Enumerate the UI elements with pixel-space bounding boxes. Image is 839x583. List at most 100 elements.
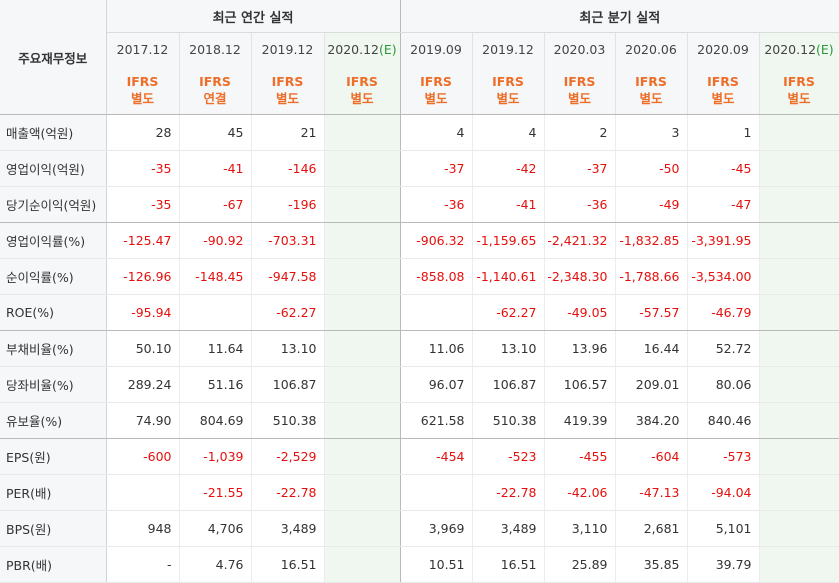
ifrs-label: IFRS <box>563 73 596 89</box>
table-cell: -90.92 <box>179 222 252 259</box>
table-cell: 5,101 <box>687 510 760 547</box>
table-cell <box>759 258 839 295</box>
period-header: 2017.12 <box>106 32 180 65</box>
table-cell: 209.01 <box>615 366 688 403</box>
table-cell <box>324 438 401 475</box>
table-cell: -21.55 <box>179 474 252 511</box>
ifrs-label: 별도 <box>787 90 811 106</box>
table-cell: -47.13 <box>615 474 688 511</box>
ifrs-label: 별도 <box>711 90 735 106</box>
ifrs-standard-header: IFRS 별도 <box>759 65 839 115</box>
table-cell: -50 <box>615 150 688 187</box>
ifrs-label: 별도 <box>350 90 374 106</box>
table-cell: -703.31 <box>251 222 325 259</box>
row-label: PER(배) <box>0 474 107 511</box>
table-cell: -35 <box>106 150 180 187</box>
table-row: EPS(원) -600 -1,039 -2,529 -454 -523 -455 -604 -5… <box>0 438 839 475</box>
row-label: 매출액(억원) <box>0 114 107 151</box>
table-cell: 106.57 <box>544 366 616 403</box>
ifrs-label: IFRS <box>126 73 159 89</box>
period-label: 2017.12 <box>116 41 169 57</box>
table-cell: 10.51 <box>400 546 473 583</box>
table-cell: 621.58 <box>400 402 473 439</box>
table-cell: 510.38 <box>472 402 545 439</box>
table-cell: -148.45 <box>179 258 252 295</box>
table-cell: 948 <box>106 510 180 547</box>
table-cell <box>324 222 401 259</box>
table-row: 당좌비율(%) 289.24 51.16 106.87 96.07 106.87 106.5… <box>0 366 839 403</box>
table-cell: -22.78 <box>472 474 545 511</box>
table-cell: 3,489 <box>472 510 545 547</box>
ifrs-label: IFRS <box>707 73 739 89</box>
table-cell: 3,489 <box>251 510 325 547</box>
period-label: 2018.12 <box>189 41 241 57</box>
table-cell: -604 <box>615 438 688 475</box>
ifrs-label: IFRS <box>783 73 815 89</box>
table-cell <box>324 546 401 583</box>
table-cell: 39.79 <box>687 546 760 583</box>
table-cell: -523 <box>472 438 545 475</box>
estimate-mark: (E) <box>816 41 834 57</box>
table-cell: -22.78 <box>251 474 325 511</box>
table-cell <box>759 186 839 223</box>
table-cell: 35.85 <box>615 546 688 583</box>
table-cell: -454 <box>400 438 473 475</box>
table-cell: 21 <box>251 114 325 151</box>
period-header: 2020.03 <box>544 32 616 65</box>
table-cell <box>759 510 839 547</box>
table-cell <box>324 510 401 547</box>
table-cell: -3,534.00 <box>687 258 760 295</box>
table-cell <box>759 294 839 331</box>
table-cell: 13.10 <box>251 330 325 367</box>
table-cell <box>400 294 473 331</box>
ifrs-label: IFRS <box>420 73 452 89</box>
ifrs-label: IFRS <box>199 73 231 89</box>
table-cell: 4 <box>400 114 473 151</box>
table-cell: 28 <box>106 114 180 151</box>
table-cell: -46.79 <box>687 294 760 331</box>
period-label: 2020.09 <box>697 41 749 57</box>
ifrs-label: 연결 <box>203 90 227 106</box>
row-label: ROE(%) <box>0 294 107 331</box>
corner-label: 주요재무정보 <box>0 0 107 115</box>
table-cell: 13.96 <box>544 330 616 367</box>
table-cell: 804.69 <box>179 402 252 439</box>
table-cell <box>179 294 252 331</box>
table-cell: -57.57 <box>615 294 688 331</box>
table-cell: -94.04 <box>687 474 760 511</box>
ifrs-standard-header: IFRS 별도 <box>687 65 760 115</box>
ifrs-label: 별도 <box>639 90 663 106</box>
period-header: 2019.12 <box>251 32 325 65</box>
table-cell: 4 <box>472 114 545 151</box>
table-row: 부채비율(%) 50.10 11.64 13.10 11.06 13.10 13.96 16.… <box>0 330 839 367</box>
table-cell <box>324 402 401 439</box>
row-label: 당기순이익(억원) <box>0 186 107 223</box>
table-cell: -1,788.66 <box>615 258 688 295</box>
table-cell: -41 <box>179 150 252 187</box>
table-cell <box>324 366 401 403</box>
table-cell: 11.64 <box>179 330 252 367</box>
quarterly-group-header: 최근 분기 실적 <box>400 0 839 33</box>
table-cell <box>759 114 839 151</box>
table-cell: 840.46 <box>687 402 760 439</box>
table-cell: 13.10 <box>472 330 545 367</box>
row-label: 영업이익률(%) <box>0 222 107 259</box>
table-cell: -1,140.61 <box>472 258 545 295</box>
table-cell <box>324 258 401 295</box>
table-cell: -3,391.95 <box>687 222 760 259</box>
table-cell: -196 <box>251 186 325 223</box>
table-cell: -41 <box>472 186 545 223</box>
table-cell: -49.05 <box>544 294 616 331</box>
ifrs-label: IFRS <box>635 73 667 89</box>
ifrs-label: 별도 <box>496 90 520 106</box>
annual-group-header: 최근 연간 실적 <box>106 0 401 33</box>
table-cell <box>324 150 401 187</box>
table-cell: 289.24 <box>106 366 180 403</box>
table-cell: -947.58 <box>251 258 325 295</box>
table-cell: -49 <box>615 186 688 223</box>
table-cell <box>324 330 401 367</box>
table-cell: 384.20 <box>615 402 688 439</box>
table-cell <box>324 114 401 151</box>
ifrs-standard-header: IFRS 별도 <box>324 65 401 115</box>
table-cell: 16.44 <box>615 330 688 367</box>
